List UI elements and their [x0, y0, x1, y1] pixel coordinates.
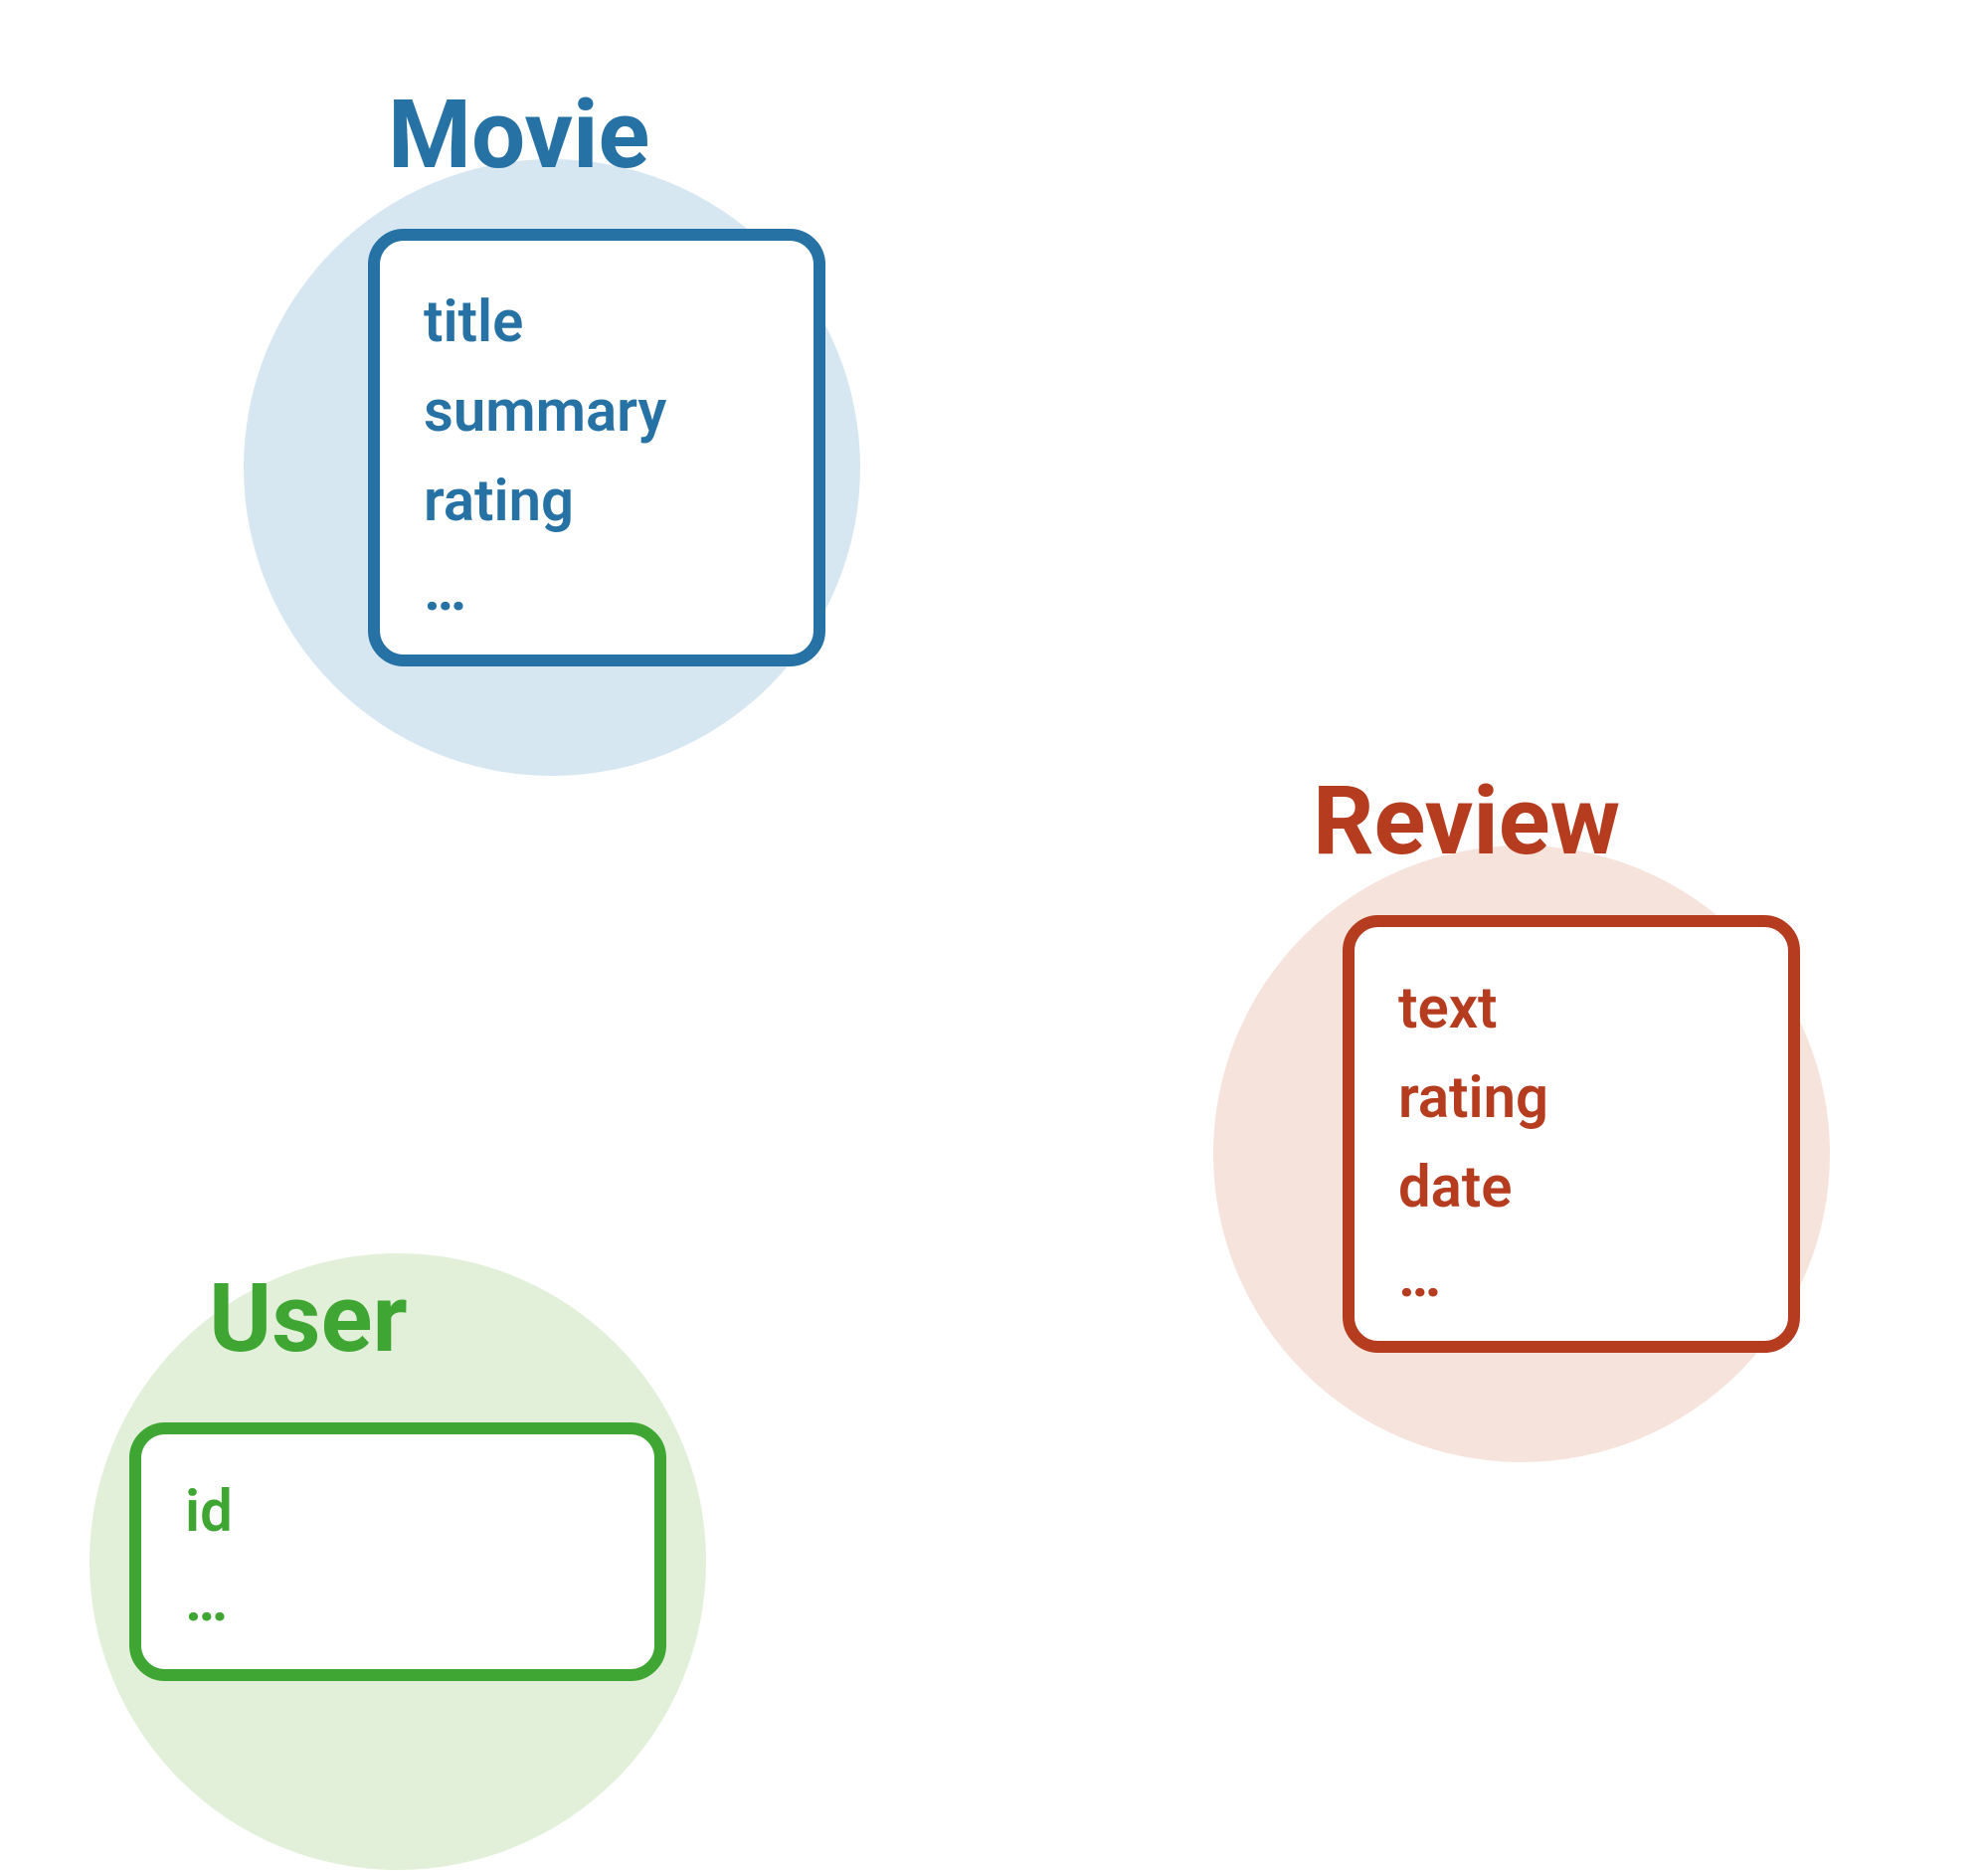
user-field-id: id — [185, 1468, 611, 1558]
movie-card: titlesummaryrating… — [368, 229, 825, 666]
user-card: id… — [129, 1422, 666, 1681]
user-ellipsis: … — [185, 1558, 611, 1647]
review-ellipsis: … — [1398, 1233, 1744, 1323]
movie-ellipsis: … — [424, 547, 770, 637]
movie-field-summary: summary — [424, 368, 770, 458]
review-field-date: date — [1398, 1144, 1744, 1233]
movie-field-rating: rating — [424, 458, 770, 547]
review-field-text: text — [1398, 965, 1744, 1054]
user-title: User — [209, 1263, 408, 1375]
movie-title: Movie — [388, 80, 649, 191]
diagram-canvas: Movietitlesummaryrating…Reviewtextrating… — [0, 0, 1988, 1876]
movie-field-title: title — [424, 279, 770, 368]
review-field-rating: rating — [1398, 1054, 1744, 1144]
review-title: Review — [1313, 766, 1620, 877]
review-card: textratingdate… — [1343, 915, 1800, 1353]
